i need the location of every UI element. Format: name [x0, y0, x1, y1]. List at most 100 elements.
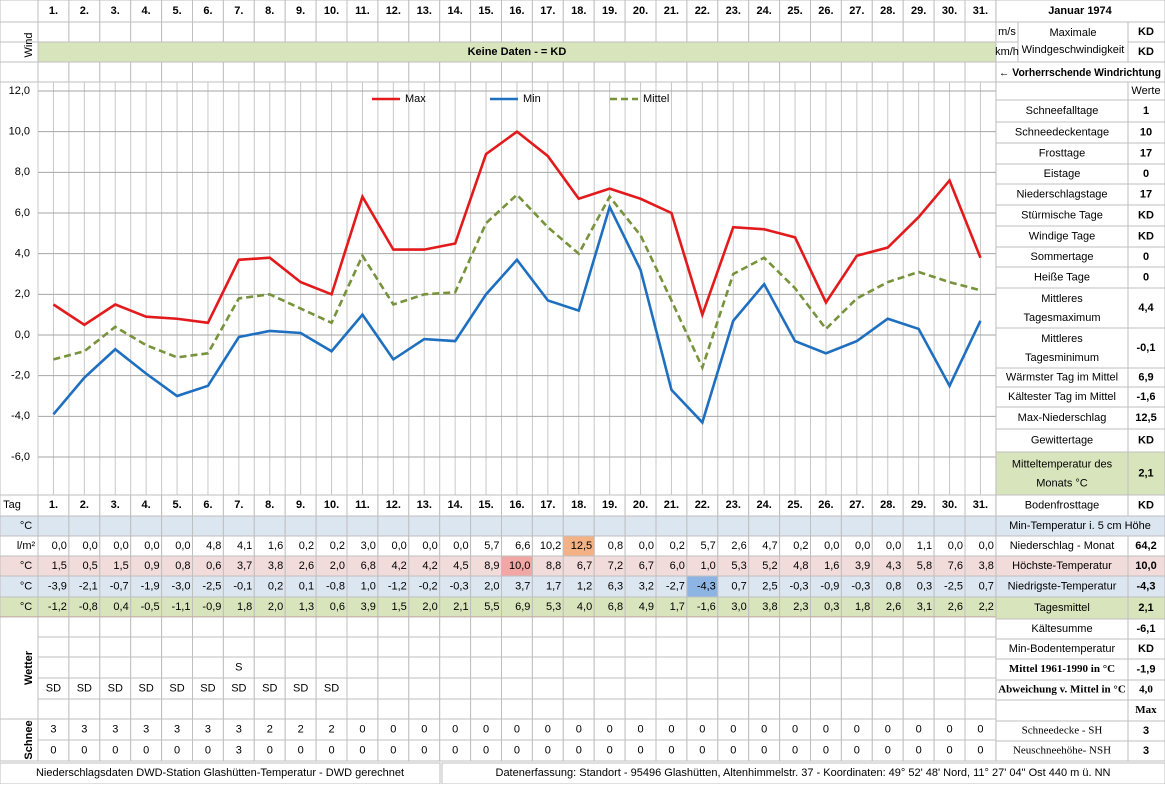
stat-label: Mittleres: [1041, 293, 1083, 305]
snow-value: 0: [514, 723, 520, 735]
cell: [624, 636, 657, 658]
cell: [902, 656, 935, 679]
day-label: 26.: [818, 499, 833, 511]
stat-label: Mitteltemperatur des: [1012, 458, 1113, 470]
day-label: 24.: [757, 499, 772, 511]
cell: [531, 515, 564, 537]
stat-label: Tagesminimum: [1025, 352, 1099, 364]
cell: [871, 21, 904, 43]
value-cell: 6,7: [639, 560, 654, 572]
value-cell: 8,9: [484, 560, 499, 572]
day-header: 18.: [571, 5, 586, 17]
cell: [315, 21, 348, 43]
day-label: 28.: [880, 499, 895, 511]
value-cell: 4,5: [453, 560, 468, 572]
snow-value: 0: [607, 723, 613, 735]
cell: [222, 636, 255, 658]
day-header: 10.: [324, 5, 339, 17]
value-cell: 3,8: [268, 560, 283, 572]
value-cell: -0,8: [326, 580, 345, 592]
snow-value: 0: [483, 723, 489, 735]
cell: [964, 656, 997, 679]
cell: [686, 677, 719, 700]
cell: [902, 61, 935, 83]
cell: [99, 698, 132, 720]
value-cell: -0,3: [450, 580, 469, 592]
cell: [0, 61, 39, 83]
cell: [933, 656, 966, 679]
value-cell: -1,9: [141, 580, 160, 592]
max-wind-value: KD: [1138, 26, 1154, 38]
value-cell: 10,0: [509, 560, 530, 572]
stat-label: Schneedeckentage: [1015, 126, 1109, 138]
value-cell: -3,0: [172, 580, 191, 592]
day-header: 6.: [203, 5, 212, 17]
y-tick-label: 12,0: [9, 85, 30, 97]
value-cell: 4,1: [237, 540, 252, 552]
stat-value: KD: [1138, 499, 1154, 511]
weather-code: S: [235, 661, 242, 673]
snow-value: 3: [112, 723, 118, 735]
cell: [871, 61, 904, 83]
stat-value: 2,1: [1138, 467, 1153, 479]
day-header: 24.: [757, 5, 772, 17]
day-label: 9.: [296, 499, 305, 511]
value-cell: 0,0: [948, 540, 963, 552]
value-cell: 1,5: [392, 601, 407, 613]
value-cell: 3,1: [917, 601, 932, 613]
cell: [470, 677, 503, 700]
cell: [902, 21, 935, 43]
snow-value: 0: [483, 744, 489, 756]
day-label: 2.: [80, 499, 89, 511]
cell: [995, 699, 1129, 722]
cell: [871, 677, 904, 700]
cell: [377, 515, 410, 537]
summary-value: -4,3: [1137, 580, 1156, 592]
cell: [253, 656, 286, 679]
cell: [315, 515, 348, 537]
cell: [470, 61, 503, 83]
weather-code: SD: [46, 682, 61, 694]
cell: [408, 636, 441, 658]
no-data-note: Keine Daten - = KD: [468, 46, 567, 58]
value-cell: -2,1: [79, 580, 98, 592]
cell: [130, 616, 163, 638]
legend-label: Max: [405, 93, 426, 105]
day-header: 4.: [142, 5, 151, 17]
day-label: 14.: [448, 499, 463, 511]
cell: [346, 698, 379, 720]
value-cell: -2,5: [202, 580, 221, 592]
snow-value: 0: [885, 744, 891, 756]
value-cell: 5,8: [917, 560, 932, 572]
cell: [933, 515, 966, 537]
cell: [1017, 21, 1129, 63]
cell: [531, 616, 564, 638]
cell: [1127, 740, 1165, 762]
snow-value: 3: [81, 723, 87, 735]
value-cell: 0,6: [330, 601, 345, 613]
cell: [717, 61, 750, 83]
value-cell: 5,3: [731, 560, 746, 572]
cell: [346, 616, 379, 638]
cell: [130, 61, 163, 83]
value-cell: 0,5: [83, 560, 98, 572]
cell: [99, 515, 132, 537]
cell: [284, 616, 317, 638]
day-header: 29.: [911, 5, 926, 17]
cell: [717, 636, 750, 658]
cell: [470, 515, 503, 537]
day-header: 2.: [80, 5, 89, 17]
cell: [562, 616, 595, 638]
cell: [470, 616, 503, 638]
snow-value: 0: [421, 723, 427, 735]
cell: [408, 21, 441, 43]
stat-value: 12,5: [1135, 412, 1156, 424]
cell: [408, 677, 441, 700]
cell: [130, 656, 163, 679]
cell: [593, 656, 626, 679]
value-cell: 5,7: [484, 540, 499, 552]
cell: [686, 515, 719, 537]
cell: [840, 677, 873, 700]
value-cell: 4,8: [793, 560, 808, 572]
